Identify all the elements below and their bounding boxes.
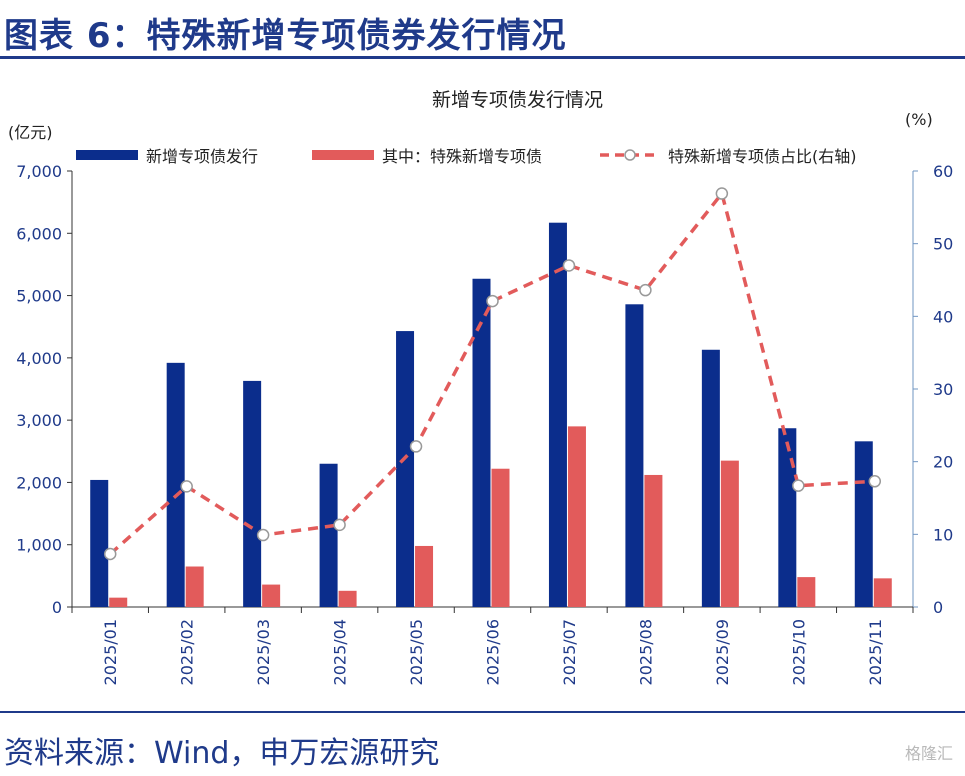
line-point [715,187,729,200]
bar-primary [625,304,644,607]
x-tick-label: 2025/02 [178,619,197,685]
bar-secondary [873,578,892,607]
line-point [562,259,576,272]
bar-secondary [109,597,128,607]
bar-secondary [338,590,357,607]
left-tick-label: 6,000 [16,224,62,243]
x-tick-label: 2025/09 [713,619,732,685]
bar-secondary [567,426,586,607]
legend-label-primary: 新增专项债发行 [146,147,258,166]
line-point [486,294,499,308]
left-tick-label: 4,000 [16,349,62,368]
line-point [180,480,193,493]
line-point [333,518,346,532]
x-tick-label: 2025/07 [560,619,579,685]
source-divider [0,711,965,713]
bar-secondary [797,577,816,607]
right-tick-label: 50 [933,235,953,254]
x-tick-label: 2025/08 [636,619,655,685]
bar-primary [319,463,338,607]
x-tick-label: 2025/01 [101,619,120,685]
right-tick-label: 10 [933,525,953,544]
left-tick-label: 2,000 [16,473,62,492]
bar-primary [854,441,873,607]
figure-title: 图表 6：特殊新增专项债券发行情况 [4,16,567,56]
x-tick-label: 2025/10 [789,619,808,685]
bar-primary [778,428,797,607]
line-point [868,475,882,488]
legend-label-secondary: 其中：特殊新增专项债 [382,147,542,166]
right-tick-label: 60 [933,162,953,181]
source-note: 资料来源：Wind，申万宏源研究 [4,736,440,771]
left-tick-label: 1,000 [16,536,62,555]
right-tick-label: 20 [933,453,953,472]
left-tick-label: 5,000 [16,287,62,306]
x-tick-label: 2025/11 [866,619,885,685]
chart: 新增专项债发行情况 (亿元) (%) 新增专项债发行 其中：特殊新增专项债 特殊新增专项债… [8,89,953,685]
bar-primary [396,331,415,607]
line-point [103,547,117,561]
bar-primary [90,479,109,607]
legend-marker-line [624,149,636,161]
left-tick-label: 0 [52,598,62,617]
bar-primary [243,380,262,607]
x-tick-label: 2025/05 [407,619,426,685]
line-point [256,528,270,542]
line-point [792,479,805,492]
right-axis-unit: (%) [905,110,933,129]
bar-secondary [415,545,434,607]
right-tick-label: 0 [933,598,943,617]
left-tick-label: 3,000 [16,411,62,430]
legend-swatch-secondary [312,150,374,160]
left-tick-label: 7,000 [16,162,62,181]
right-tick-label: 40 [933,307,953,326]
legend-label-line: 特殊新增专项债占比(右轴) [668,147,857,166]
bar-secondary [262,584,281,607]
bar-primary [701,349,720,607]
bar-secondary [185,566,204,607]
x-tick-label: 2025/04 [331,619,350,685]
title-divider [0,56,965,59]
line-point [409,440,423,453]
bar-secondary [491,468,510,607]
right-tick-label: 30 [933,380,953,399]
left-axis-unit: (亿元) [8,123,53,142]
watermark: 格隆汇 [904,744,953,763]
bar-primary [166,362,185,607]
line-share [109,191,875,556]
bar-primary [472,278,491,607]
legend-swatch-primary [76,150,138,160]
bar-primary [548,222,567,607]
line-point [639,283,652,297]
chart-title: 新增专项债发行情况 [432,89,603,111]
bar-secondary [720,460,739,607]
x-tick-label: 2025/06 [484,619,503,685]
bar-secondary [644,474,663,607]
x-tick-label: 2025/03 [254,619,273,685]
